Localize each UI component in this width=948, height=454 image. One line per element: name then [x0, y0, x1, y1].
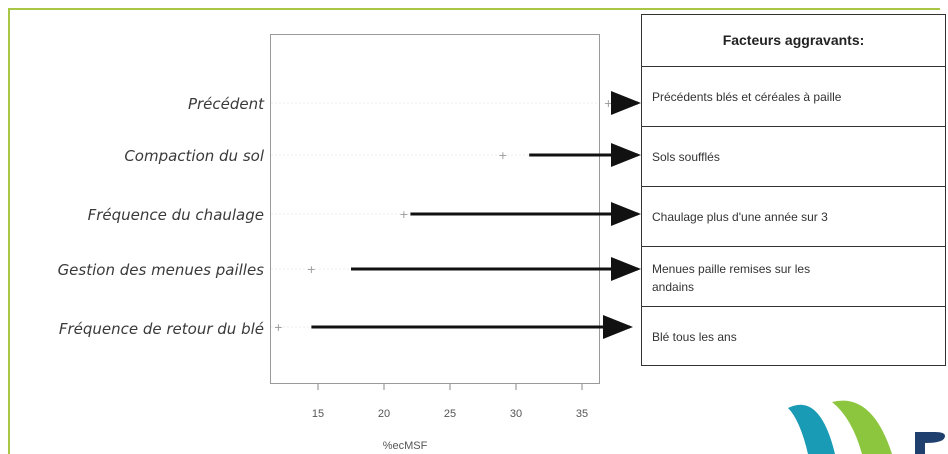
legend-header: Facteurs aggravants: [722, 32, 865, 48]
legend-divider [641, 246, 946, 247]
legend-table [641, 14, 946, 366]
legend-item-ble: Blé tous les ans [652, 330, 737, 344]
slide-frame [8, 8, 940, 454]
arrows [311, 91, 641, 339]
x-axis-label: %ecMSF [382, 440, 428, 452]
legend-item-precedents: Précédents blés et céréales à paille [652, 90, 842, 104]
legend-divider [641, 306, 946, 307]
logo-green-shape [832, 400, 892, 454]
category-label-menues-pailles: Gestion des menues pailles [57, 261, 264, 279]
logo-letter-shape [915, 432, 945, 454]
data-point: + [307, 263, 316, 276]
category-label-retour-ble: Fréquence de retour du blé [58, 320, 264, 338]
logo-teal-shape [788, 404, 835, 454]
x-axis-ticks [317, 384, 583, 390]
x-tick-label: 20 [377, 408, 391, 420]
logo [788, 400, 945, 454]
legend-divider [641, 66, 946, 67]
legend-item-chaulage: Chaulage plus d'une année sur 3 [652, 210, 828, 224]
data-point: + [604, 97, 613, 110]
category-label-chaulage: Fréquence du chaulage [87, 206, 264, 224]
legend-item-sols: Sols soufflés [652, 150, 720, 164]
legend-divider [641, 186, 946, 187]
x-tick-label: 30 [509, 408, 523, 420]
x-tick-label: 35 [575, 408, 589, 420]
category-label-precedent: Précédent [187, 95, 264, 113]
legend-divider [641, 126, 946, 127]
data-point: + [399, 208, 408, 221]
x-tick-label: 25 [443, 408, 457, 420]
data-point: + [498, 149, 507, 162]
data-points: + + + + + [274, 97, 613, 334]
category-label-compaction: Compaction du sol [124, 147, 264, 165]
data-point: + [274, 321, 283, 334]
legend-item-menues-paille: Menues paille remises sur les andains [652, 262, 811, 294]
x-tick-label: 15 [311, 408, 325, 420]
